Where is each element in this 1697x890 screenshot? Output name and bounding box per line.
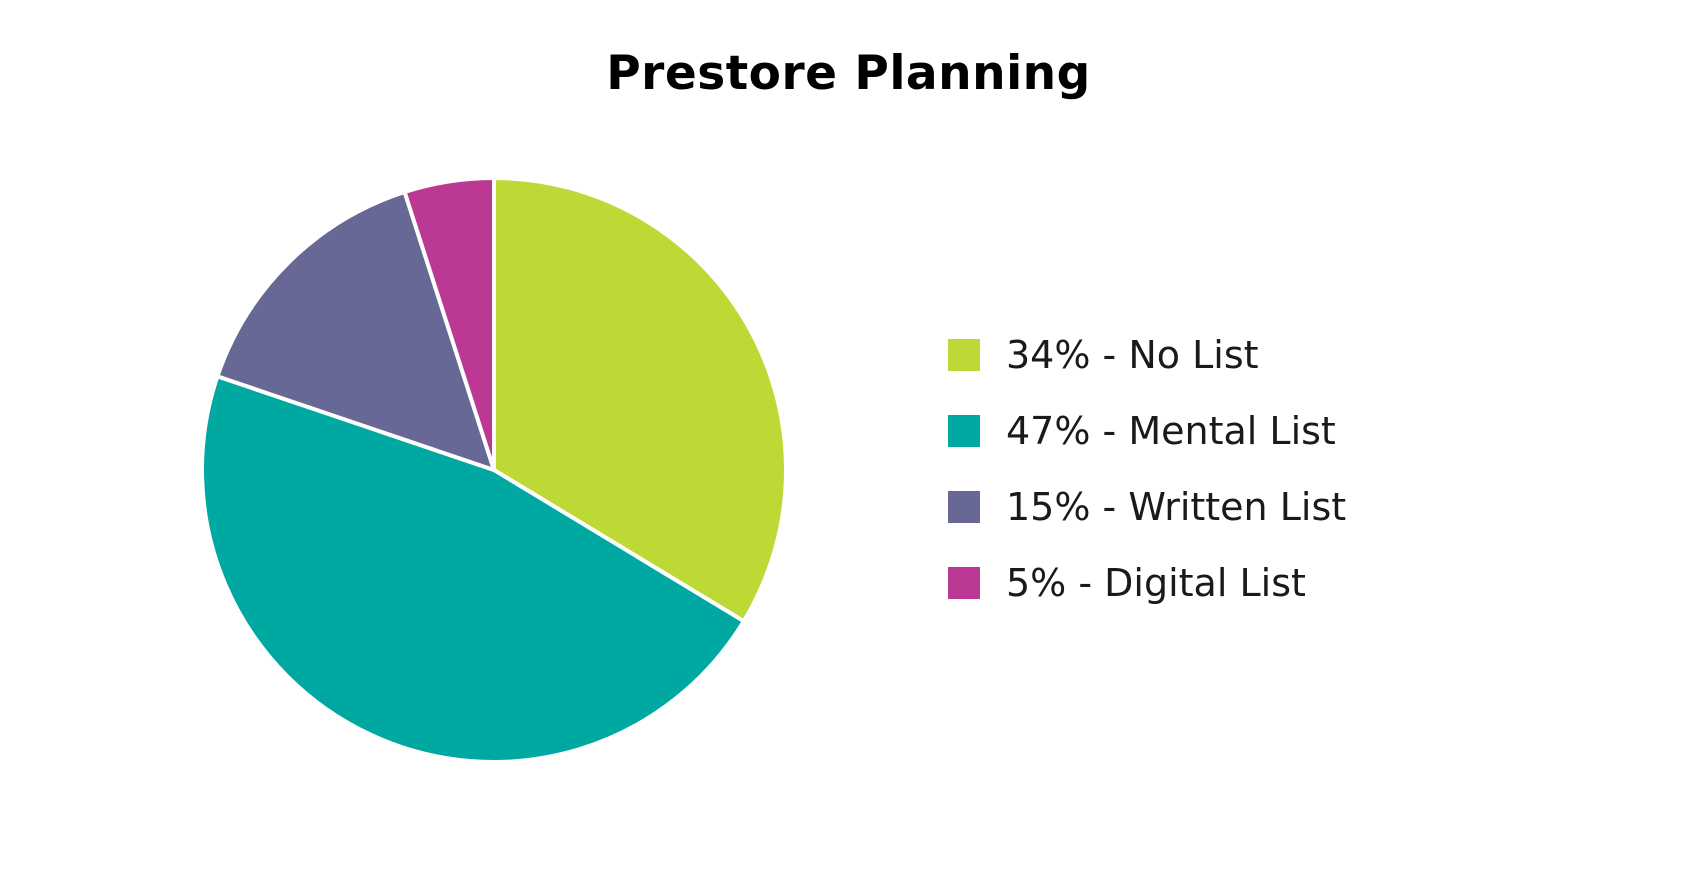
pie-slice-mental-list [200,374,746,764]
pie-slice-digital-list [402,176,496,472]
pie-slice-written-list [215,190,496,472]
legend-label-written-list: 15% - Written List [1006,485,1347,529]
pie-slices [200,176,788,764]
legend: 34% - No List 47% - Mental List 15% - Wr… [948,330,1346,634]
legend-label-digital-list: 5% - Digital List [1006,561,1306,605]
pie-slice-no-list [492,176,788,624]
legend-item-mental-list: 47% - Mental List [948,406,1346,482]
legend-swatch-digital-list [948,567,980,599]
legend-label-no-list: 34% - No List [1006,333,1259,377]
legend-item-no-list: 34% - No List [948,330,1346,406]
legend-swatch-written-list [948,491,980,523]
chart-title: Prestore Planning [606,46,1091,101]
legend-item-digital-list: 5% - Digital List [948,558,1346,634]
legend-swatch-no-list [948,339,980,371]
legend-label-mental-list: 47% - Mental List [1006,409,1336,453]
legend-swatch-mental-list [948,415,980,447]
legend-item-written-list: 15% - Written List [948,482,1346,558]
